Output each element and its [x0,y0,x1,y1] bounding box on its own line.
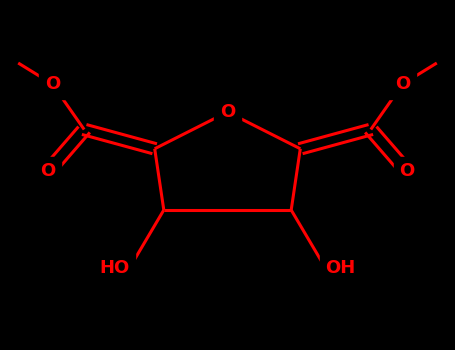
Text: HO: HO [100,259,130,277]
Text: O: O [399,162,415,181]
Text: O: O [40,162,56,181]
Text: O: O [220,103,235,121]
Text: O: O [45,75,60,93]
Text: OH: OH [325,259,355,277]
Text: O: O [395,75,410,93]
